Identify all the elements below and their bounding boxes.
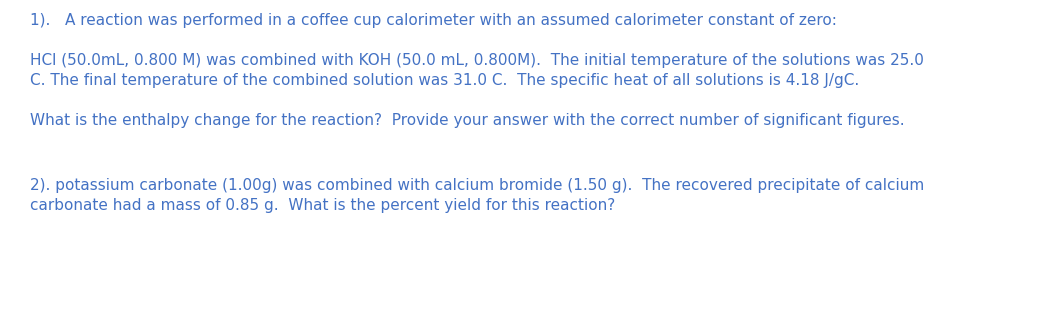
Text: 2). potassium carbonate (1.00g) was combined with calcium bromide (1.50 g).  The: 2). potassium carbonate (1.00g) was comb… (30, 178, 925, 193)
Text: C. The final temperature of the combined solution was 31.0 C.  The specific heat: C. The final temperature of the combined… (30, 73, 859, 88)
Text: What is the enthalpy change for the reaction?  Provide your answer with the corr: What is the enthalpy change for the reac… (30, 113, 905, 128)
Text: 1).   A reaction was performed in a coffee cup calorimeter with an assumed calor: 1). A reaction was performed in a coffee… (30, 13, 837, 28)
Text: HCl (50.0mL, 0.800 M) was combined with KOH (50.0 mL, 0.800M).  The initial temp: HCl (50.0mL, 0.800 M) was combined with … (30, 53, 924, 68)
Text: carbonate had a mass of 0.85 g.  What is the percent yield for this reaction?: carbonate had a mass of 0.85 g. What is … (30, 198, 616, 213)
